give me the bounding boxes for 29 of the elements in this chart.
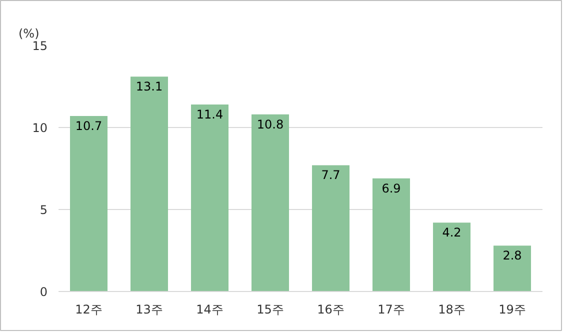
y-tick-label: 0 [40,285,48,299]
x-tick-label: 19주 [498,302,526,316]
bar [372,178,410,292]
data-label: 4.2 [442,226,462,240]
x-tick-label: 13주 [136,302,163,316]
y-axis-title: (%) [18,26,40,40]
bar [70,116,108,292]
x-tick-label: 12주 [75,302,102,316]
data-label: 10.8 [256,117,284,132]
bar [251,114,290,292]
data-label: 6.9 [382,181,401,196]
data-label: 7.7 [321,168,340,182]
x-tick-label: 16주 [317,302,344,316]
x-tick-label: 17주 [378,302,405,316]
bar [312,165,350,292]
x-tick-label: 15주 [256,302,284,316]
bar [130,76,168,292]
x-tick-label: 14주 [196,302,224,316]
y-tick-label: 15 [32,39,48,53]
bar [493,246,532,292]
data-label: 2.8 [502,248,522,262]
y-tick-label: 10 [32,121,48,135]
bar [432,222,471,292]
y-tick-label: 5 [40,203,48,217]
data-label: 10.7 [75,118,102,133]
data-label: 13.1 [136,80,163,94]
data-label: 11.4 [196,107,224,122]
bar [190,104,229,292]
x-tick-label: 18주 [438,302,466,316]
